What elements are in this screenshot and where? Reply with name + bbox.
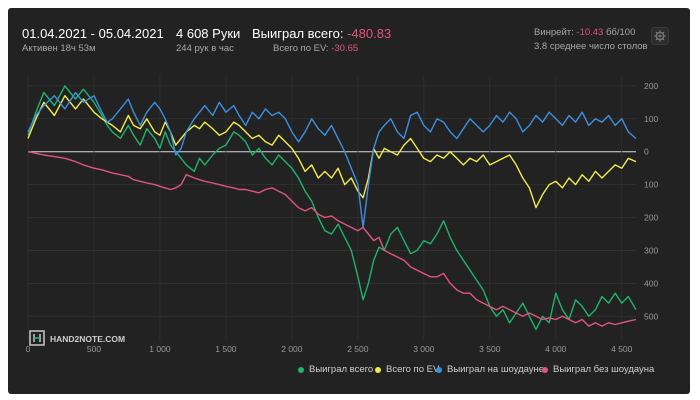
won-total: Выиграл всего: -480.83: [252, 26, 391, 41]
series-line-won-total: [27, 85, 637, 331]
x-tick-label: 2 500: [347, 344, 369, 354]
legend-item-showdown[interactable]: Выиграл на шоудауне: [436, 364, 544, 375]
legend-label: Всего по EV: [386, 364, 440, 375]
gear-icon: [654, 30, 666, 42]
settings-button[interactable]: [651, 27, 669, 45]
x-tick-label: 3 000: [413, 344, 435, 354]
x-tick-label: 500: [87, 344, 101, 354]
legend-label: Выиграл на шоудауне: [447, 364, 545, 375]
active-time: Активен 18ч 53м: [22, 43, 96, 54]
won-total-label: Выиграл всего:: [252, 26, 344, 41]
hands-count: 4 608 Руки: [176, 26, 241, 41]
logo-text: HAND2NOTE.COM: [50, 334, 125, 344]
y-tick-label: 200: [644, 81, 658, 91]
y-tick-label: 0: [644, 147, 649, 157]
x-tick-label: 1 500: [215, 344, 237, 354]
won-total-value: -480.83: [347, 26, 392, 41]
series-line-showdown: [27, 91, 637, 229]
date-range: 01.04.2021 - 05.04.2021: [22, 26, 164, 41]
series-layer: [27, 85, 637, 331]
legend-item-non-showdown[interactable]: Выиграл без шоудауна: [542, 364, 654, 375]
series-line-non-showdown: [27, 151, 637, 327]
ev-value: -30.65: [331, 43, 359, 54]
y-tick-label: 400: [644, 278, 658, 288]
x-tick-label: 3 500: [479, 344, 501, 354]
y-tick-label: 300: [644, 245, 658, 255]
x-tick-label: 0: [26, 344, 31, 354]
winrate: Винрейт: -10.43 бб/100: [534, 27, 635, 38]
legend-dot: [542, 366, 548, 373]
x-tick-label: 2 000: [281, 344, 303, 354]
winrate-unit: бб/100: [605, 27, 636, 38]
y-tick-label: 500: [644, 311, 658, 321]
avg-tables: 3.8 среднее число столов: [534, 41, 648, 52]
hands-per-hour: 244 рук в час: [176, 43, 234, 54]
legend-item-ev[interactable]: Всего по EV: [375, 364, 439, 375]
legend-label: Выиграл без шоудауна: [553, 364, 655, 375]
legend-dot: [298, 366, 304, 373]
legend-dot: [436, 366, 442, 373]
winrate-value: -10.43: [576, 27, 604, 38]
ev-total: Всего по EV: -30.65: [273, 43, 358, 54]
x-tick-label: 1 000: [149, 344, 171, 354]
x-tick-label: 4 500: [611, 344, 633, 354]
series-line-ev: [27, 95, 637, 209]
ev-label: Всего по EV:: [273, 43, 329, 54]
legend-dot: [375, 366, 381, 373]
hand2note-logo: HAND2NOTE.COM: [29, 330, 125, 346]
x-tick-label: 4 000: [545, 344, 567, 354]
y-tick-label: 200: [644, 213, 658, 223]
legend-label: Выиграл всего: [309, 364, 374, 375]
grid: [27, 76, 636, 340]
winrate-label: Винрейт:: [534, 27, 574, 38]
y-tick-label: 100: [644, 114, 658, 124]
legend-item-won-total[interactable]: Выиграл всего: [298, 364, 373, 375]
stats-panel: 01.04.2021 - 05.04.2021 Активен 18ч 53м …: [8, 8, 690, 394]
y-tick-label: 100: [644, 180, 658, 190]
